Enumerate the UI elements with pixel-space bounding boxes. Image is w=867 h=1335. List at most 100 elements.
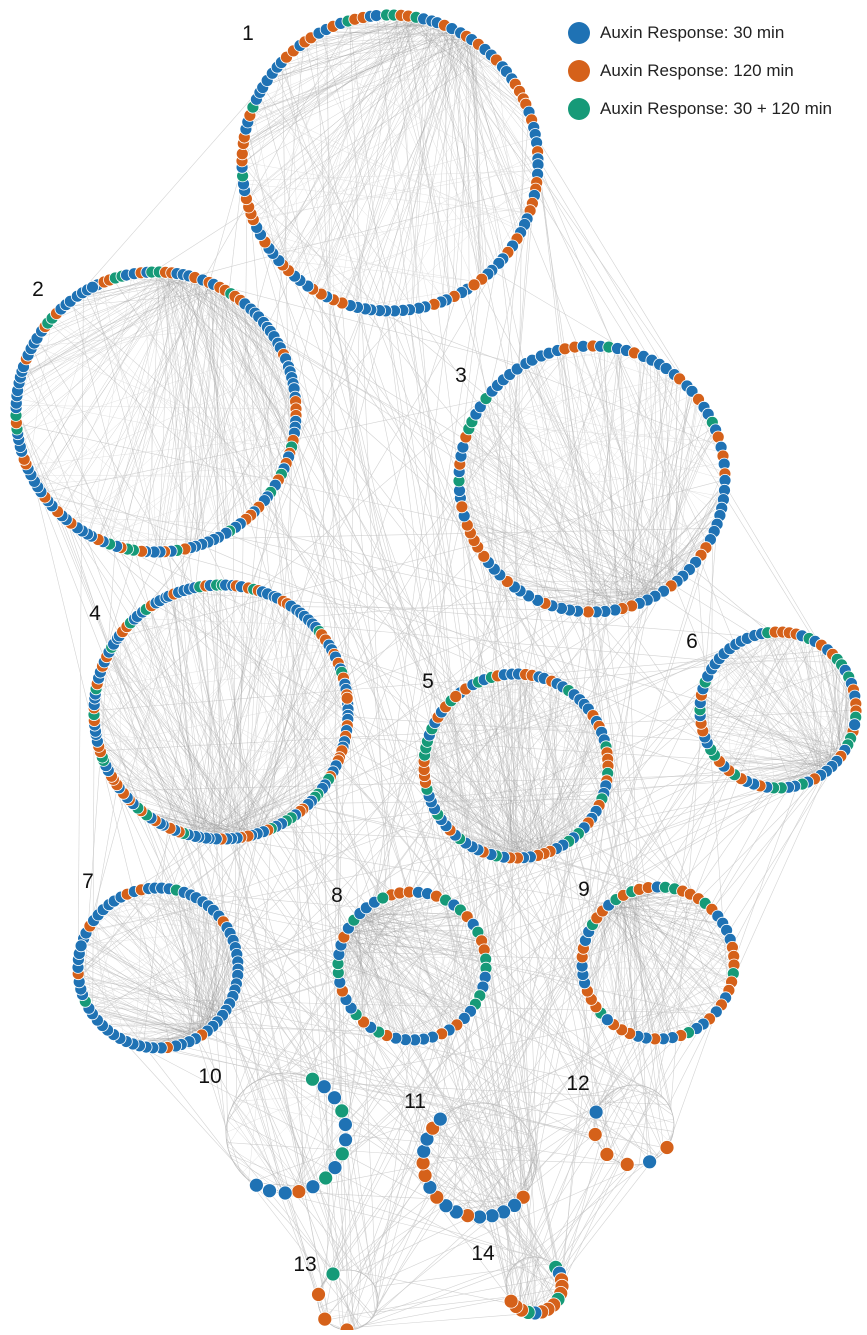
inter-module-edge xyxy=(355,307,637,1085)
module-label-9: 9 xyxy=(578,878,590,901)
intra-module-edge xyxy=(764,633,819,776)
legend-marker-30-120min xyxy=(568,98,590,120)
intra-module-edge xyxy=(447,1105,496,1206)
module-label-13: 13 xyxy=(293,1253,316,1276)
module-label-14: 14 xyxy=(471,1242,495,1265)
gene-node xyxy=(660,1141,674,1155)
inter-module-edge xyxy=(537,183,708,545)
gene-node xyxy=(450,691,462,703)
gene-node xyxy=(417,1144,431,1158)
intra-module-edge xyxy=(626,512,721,608)
legend-label-30min: Auxin Response: 30 min xyxy=(600,23,784,43)
module-label-6: 6 xyxy=(686,630,698,653)
gene-node xyxy=(849,719,861,731)
gene-node xyxy=(249,1178,263,1192)
legend-marker-30min xyxy=(568,22,590,44)
gene-node xyxy=(588,1128,602,1142)
gene-node xyxy=(338,1118,352,1132)
intra-module-edge xyxy=(298,39,471,279)
gene-node xyxy=(589,1105,603,1119)
inter-module-edge xyxy=(345,1121,634,1165)
module-label-7: 7 xyxy=(82,870,94,893)
legend-label-120min: Auxin Response: 120 min xyxy=(600,61,794,81)
legend-item-30min: Auxin Response: 30 min xyxy=(568,14,832,52)
intra-module-edge xyxy=(54,316,274,487)
legend-label-30-120min: Auxin Response: 30 + 120 min xyxy=(600,99,832,119)
gene-node xyxy=(318,1312,332,1326)
gene-node xyxy=(600,1147,614,1161)
intra-module-edge xyxy=(202,280,275,486)
gene-node xyxy=(643,1155,657,1169)
module-label-3: 3 xyxy=(455,364,467,387)
inter-module-edge xyxy=(555,1165,631,1267)
gene-node xyxy=(335,1104,349,1118)
intra-module-edge xyxy=(724,654,841,756)
gene-node xyxy=(456,501,468,513)
gene-node xyxy=(75,940,87,952)
legend-marker-120min xyxy=(568,60,590,82)
legend-item-30-120min: Auxin Response: 30 + 120 min xyxy=(568,90,832,128)
intra-module-edge xyxy=(31,272,161,476)
gene-node xyxy=(278,1186,292,1200)
module-label-12: 12 xyxy=(566,1072,589,1095)
intra-module-edge xyxy=(88,273,174,534)
inter-module-edge xyxy=(395,15,464,842)
intra-module-edge xyxy=(387,897,486,971)
legend: Auxin Response: 30 min Auxin Response: 1… xyxy=(568,14,832,128)
module-1: 1 xyxy=(236,9,544,317)
intra-module-edge xyxy=(190,288,222,548)
gene-node xyxy=(306,1180,320,1194)
gene-node xyxy=(620,1157,634,1171)
intra-module-edge xyxy=(278,260,478,282)
gene-node xyxy=(504,1294,518,1308)
gene-node xyxy=(339,1133,353,1147)
gene-node xyxy=(317,1080,331,1094)
intra-module-edge xyxy=(820,646,823,776)
gene-node xyxy=(326,1267,340,1281)
intra-module-edge xyxy=(469,429,712,537)
intra-module-edge xyxy=(235,1096,333,1102)
intra-module-edge xyxy=(244,32,321,138)
intra-module-edge xyxy=(251,111,523,228)
inter-module-edge xyxy=(561,1134,673,1278)
gene-node xyxy=(87,281,99,293)
gene-node xyxy=(328,1091,342,1105)
intra-module-edge xyxy=(109,905,200,1037)
gene-node xyxy=(418,1168,432,1182)
intra-module-edge xyxy=(249,1079,260,1180)
gene-node xyxy=(263,1184,277,1198)
intra-module-edge xyxy=(20,274,180,445)
gene-node xyxy=(433,1112,447,1126)
intra-module-edge xyxy=(39,282,105,488)
intra-module-edge xyxy=(109,905,227,1009)
legend-item-120min: Auxin Response: 120 min xyxy=(568,52,832,90)
module-label-5: 5 xyxy=(422,670,434,693)
gene-node xyxy=(377,892,389,904)
intra-module-edge xyxy=(320,29,453,293)
module-5: 5 xyxy=(418,668,614,864)
module-2: 2 xyxy=(10,266,302,558)
inter-module-edge xyxy=(595,988,730,1115)
gene-node xyxy=(335,1147,349,1161)
intra-module-edge xyxy=(495,1105,510,1208)
gene-node xyxy=(601,1014,613,1026)
gene-node xyxy=(485,1209,499,1223)
intra-module-edge xyxy=(111,903,205,904)
inter-module-edge xyxy=(365,1147,425,1275)
intra-module-edge xyxy=(454,42,475,297)
module-14: 14 xyxy=(471,1242,569,1320)
intra-module-edge xyxy=(595,920,708,1020)
intra-module-edge xyxy=(275,1074,311,1187)
intra-module-edge xyxy=(95,919,191,1041)
module-label-8: 8 xyxy=(331,884,343,907)
inter-module-edge xyxy=(362,1313,538,1327)
module-6: 6 xyxy=(686,626,862,794)
module-label-4: 4 xyxy=(89,602,101,625)
module-label-10: 10 xyxy=(198,1065,221,1088)
gene-node xyxy=(312,1287,326,1301)
module-label-1: 1 xyxy=(242,22,254,45)
gene-node xyxy=(341,692,353,704)
